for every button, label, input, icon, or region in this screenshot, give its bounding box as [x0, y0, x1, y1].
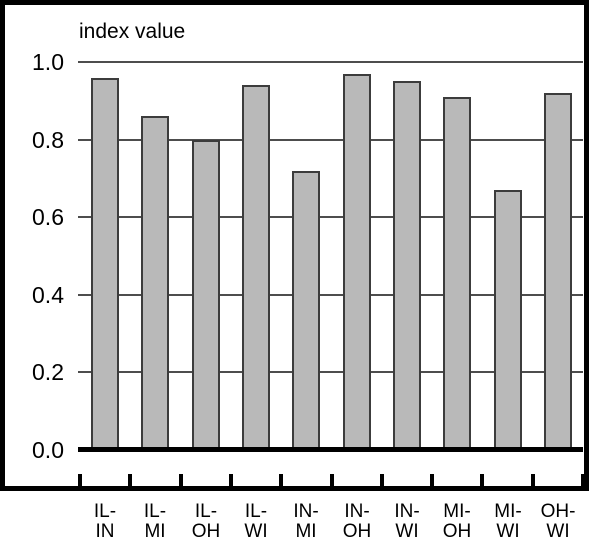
gridline: [78, 216, 583, 219]
y-axis-tick-label: 0.2: [32, 359, 64, 386]
x-axis-tick-label-line: MI-: [494, 501, 522, 522]
x-axis-tick-label: MI- WI: [478, 502, 538, 542]
x-axis-tick-label-line: IL-: [93, 501, 117, 522]
bar: [443, 97, 471, 450]
x-axis-tick-label-line: OH: [442, 521, 472, 542]
bar: [242, 85, 270, 450]
x-axis-tick: [78, 474, 82, 487]
bar: [343, 74, 371, 450]
y-axis-tick-label: 0.8: [32, 126, 64, 153]
x-axis-tick-label: IL- OH: [176, 502, 236, 542]
bar: [91, 78, 119, 450]
x-axis-tick: [581, 474, 585, 487]
y-axis-tick-label: 0.4: [32, 281, 64, 308]
x-axis-tick-label: MI- OH: [427, 502, 487, 542]
x-axis-tick: [229, 474, 233, 487]
gridline: [78, 61, 583, 63]
x-axis-tick-label: IL- IN: [75, 502, 135, 542]
y-axis-tick-label: 0.0: [32, 437, 64, 463]
x-axis-tick: [330, 474, 334, 487]
x-axis-tick-label: IL- MI: [125, 502, 185, 542]
x-axis-tick-label-line: IN-: [394, 501, 420, 522]
bar: [393, 81, 421, 450]
bar: [494, 190, 522, 450]
x-axis-tick-label-line: WI: [244, 521, 268, 542]
x-axis-tick-label-line: MI: [295, 521, 317, 542]
x-axis-tick-label-line: MI-: [443, 501, 471, 522]
x-axis-tick: [430, 474, 434, 487]
x-axis-tick-label: IN- WI: [377, 502, 437, 542]
x-axis-tick-label: OH- WI: [528, 502, 588, 542]
x-axis-tick-label: IL- WI: [226, 502, 286, 542]
x-axis-tick-label-line: IL-: [194, 501, 218, 522]
chart-title: index value: [79, 20, 186, 43]
bar: [292, 171, 320, 450]
x-axis-tick-label-line: WI: [395, 521, 419, 542]
x-axis-tick-label-line: WI: [496, 521, 520, 542]
y-axis-tick-label: 0.6: [32, 204, 64, 231]
gridline: [78, 138, 583, 141]
x-axis-tick-label-line: IN-: [293, 501, 319, 522]
x-axis-tick-label-line: WI: [546, 521, 570, 542]
bar: [141, 116, 169, 450]
x-axis-tick-label: IN- MI: [276, 502, 336, 542]
x-axis-tick-label-line: OH: [342, 521, 372, 542]
x-axis-tick: [128, 474, 132, 487]
x-axis-tick-label-line: IN: [95, 521, 115, 542]
x-axis-tick-label-line: MI: [144, 521, 166, 542]
x-axis-tick-label: IN- OH: [327, 502, 387, 542]
bar: [544, 93, 572, 450]
x-axis-tick: [380, 474, 384, 487]
y-axis-tick-label: 1.0: [32, 49, 64, 75]
x-axis-tick: [531, 474, 535, 487]
x-axis-tick-label-line: IL-: [143, 501, 167, 522]
x-axis-tick: [179, 474, 183, 487]
x-axis-tick-label-line: IN-: [344, 501, 370, 522]
x-axis-tick: [480, 474, 484, 487]
x-axis-tick-label-line: IL-: [244, 501, 268, 522]
x-axis-line: [78, 447, 583, 452]
x-axis-tick-label-line: OH-: [540, 501, 576, 522]
bar: [192, 140, 220, 450]
x-axis-tick-label-line: OH: [191, 521, 221, 542]
plot-frame-border: [0, 0, 589, 491]
gridline: [78, 293, 583, 296]
x-axis-tick: [279, 474, 283, 487]
gridline: [78, 371, 583, 374]
